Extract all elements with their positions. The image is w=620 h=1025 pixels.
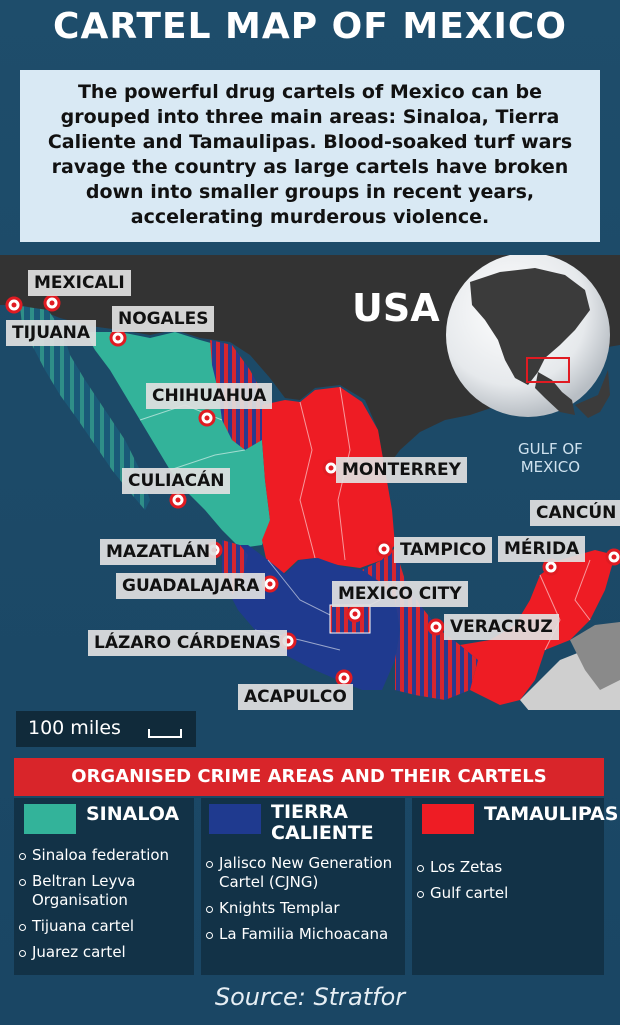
city-marker-dot-guadalajara bbox=[267, 581, 273, 587]
city-marker-dot-culiac-n bbox=[175, 497, 181, 503]
city-label-merida: MÉRIDA bbox=[498, 536, 586, 562]
globe-highlight-box bbox=[526, 357, 570, 383]
state-borders bbox=[139, 386, 591, 651]
city-label-guadalajara: GUADALAJARA bbox=[116, 573, 266, 599]
sinaloa-heading: SINALOA bbox=[86, 803, 180, 825]
city-label-monterrey: MONTERREY bbox=[336, 457, 467, 483]
list-item: Los Zetas bbox=[416, 858, 600, 877]
city-label-veracruz: VERACRUZ bbox=[444, 614, 559, 640]
city-marker-dot-m-rida bbox=[548, 564, 554, 570]
tierra-caliente-cartel-list: Jalisco New Generation Cartel (CJNG) Kni… bbox=[205, 854, 401, 951]
globe-inset bbox=[446, 255, 610, 418]
central-america-dark bbox=[570, 622, 620, 690]
gulf-label-line2: MEXICO bbox=[520, 458, 581, 476]
legend-title: ORGANISED CRIME AREAS AND THEIR CARTELS bbox=[14, 758, 604, 796]
city-label-chihuahua: CHIHUAHUA bbox=[146, 383, 273, 409]
gulf-of-mexico-label: GULF OF MEXICO bbox=[518, 440, 583, 476]
list-item: Tijuana cartel bbox=[18, 917, 188, 936]
city-marker-dot-mexico-city bbox=[352, 611, 358, 617]
legend-group-sinaloa: SINALOA Sinaloa federation Beltran Leyva… bbox=[14, 798, 194, 975]
city-marker-dot-mexicali bbox=[49, 300, 55, 306]
legend-group-tamaulipas: TAMAULIPAS Los Zetas Gulf cartel bbox=[412, 798, 618, 975]
city-marker-dot-veracruz bbox=[433, 624, 439, 630]
baja-california bbox=[20, 306, 150, 510]
tierra-caliente-heading-line1: TIERRA bbox=[271, 801, 348, 823]
tierra-caliente-heading: TIERRA CALIENTE bbox=[271, 802, 374, 844]
list-item: Gulf cartel bbox=[416, 884, 600, 903]
scale-bar-line bbox=[148, 729, 182, 738]
city-marker-dot-nogales bbox=[115, 335, 121, 341]
source-credit: Source: Stratfor bbox=[214, 983, 406, 1011]
city-marker-dot-acapulco bbox=[341, 675, 347, 681]
list-item: Sinaloa federation bbox=[18, 846, 188, 865]
city-label-lazaro-cardenas: LÁZARO CÁRDENAS bbox=[88, 630, 288, 656]
city-marker-dot-monterrey bbox=[328, 465, 334, 471]
usa-label: USA bbox=[352, 286, 440, 330]
tamaulipas-swatch bbox=[422, 804, 474, 834]
sinaloa-cartel-list: Sinaloa federation Beltran Leyva Organis… bbox=[18, 846, 188, 969]
intro-text: The powerful drug cartels of Mexico can … bbox=[20, 70, 600, 242]
city-marker-dot-tampico bbox=[381, 546, 387, 552]
city-marker-dot-tijuana bbox=[11, 302, 17, 308]
tamaulipas-cartel-list: Los Zetas Gulf cartel bbox=[416, 858, 600, 910]
city-label-culiacan: CULIACÁN bbox=[122, 468, 231, 494]
city-marker-dot-canc-n bbox=[611, 554, 617, 560]
scale-label: 100 miles bbox=[28, 717, 121, 739]
city-marker-dot-chihuahua bbox=[204, 415, 210, 421]
city-label-cancun: CANCÚN bbox=[530, 500, 620, 526]
city-label-tijuana: TIJUANA bbox=[6, 320, 97, 346]
tamaulipas-heading: TAMAULIPAS bbox=[484, 803, 619, 825]
list-item: Knights Templar bbox=[205, 899, 401, 918]
city-label-acapulco: ACAPULCO bbox=[238, 684, 353, 710]
sinaloa-swatch bbox=[24, 804, 76, 834]
scale-bar: 100 miles bbox=[16, 711, 196, 747]
list-item: Beltran Leyva Organisation bbox=[18, 872, 188, 910]
list-item: La Familia Michoacana bbox=[205, 925, 401, 944]
city-label-mexicali: MEXICALI bbox=[28, 270, 131, 296]
tierra-caliente-heading-line2: CALIENTE bbox=[271, 822, 374, 844]
list-item: Juarez cartel bbox=[18, 943, 188, 962]
tamaulipas-north bbox=[262, 387, 395, 575]
city-label-mazatlan: MAZATLÁN bbox=[100, 539, 217, 565]
tierra-caliente-swatch bbox=[209, 804, 261, 834]
page-title: CARTEL MAP OF MEXICO bbox=[53, 6, 567, 47]
list-item: Jalisco New Generation Cartel (CJNG) bbox=[205, 854, 401, 892]
city-label-nogales: NOGALES bbox=[112, 306, 215, 332]
legend-group-tierra-caliente: TIERRA CALIENTE Jalisco New Generation C… bbox=[201, 798, 405, 975]
city-label-tampico: TAMPICO bbox=[394, 537, 493, 563]
gulf-label-line1: GULF OF bbox=[518, 440, 583, 458]
city-label-mexico-city: MEXICO CITY bbox=[332, 581, 468, 607]
